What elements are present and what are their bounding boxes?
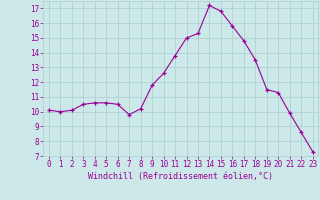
X-axis label: Windchill (Refroidissement éolien,°C): Windchill (Refroidissement éolien,°C) (88, 172, 273, 181)
